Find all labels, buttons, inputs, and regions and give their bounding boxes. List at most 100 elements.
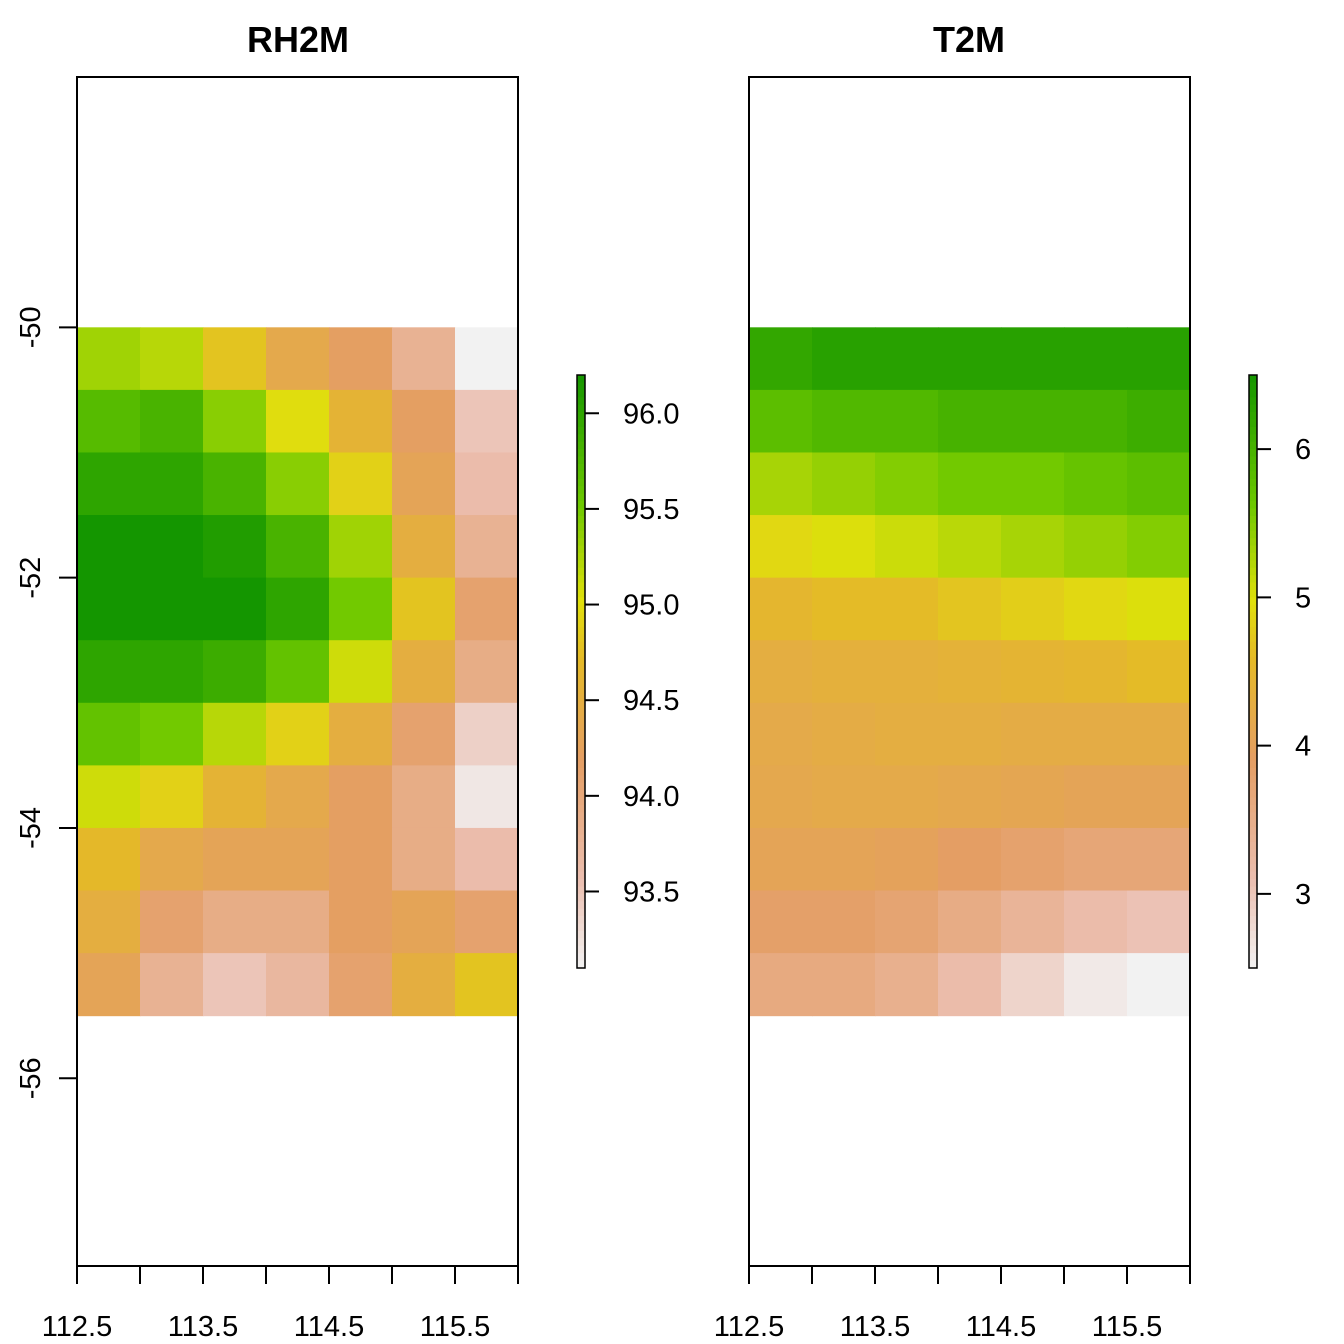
legend-swatch [577,530,585,539]
x-tick-label: 113.5 [840,1311,910,1343]
heatmap-cell [77,640,141,704]
heatmap-cell [1001,389,1065,453]
heatmap-cell [140,577,204,641]
legend-swatch [577,760,585,769]
legend-swatch [577,589,585,598]
legend-swatch [1249,841,1257,850]
legend-swatch [577,486,585,495]
legend-tick-label: 5 [1295,582,1311,614]
heatmap-cell [1001,515,1065,579]
legend-swatch [1249,834,1257,843]
legend-swatch [577,715,585,724]
heatmap-cell [266,827,330,892]
legend-swatch [577,597,585,606]
legend-swatch [1249,530,1257,539]
heatmap-cell [749,640,813,704]
heatmap-cell [1064,327,1128,391]
heatmap-cell [77,389,141,453]
legend-swatch [577,397,585,406]
heatmap-cell [1001,827,1065,892]
heatmap-cell [329,953,393,1017]
heatmap-cell [1064,953,1128,1017]
heatmap-cell [1127,765,1191,829]
heatmap-cell [329,452,393,516]
heatmap-cell [329,389,393,453]
legend-swatch [577,412,585,421]
heatmap-cell [455,515,519,579]
heatmap-cell [455,640,519,704]
legend-swatch [577,893,585,902]
legend-swatch [1249,575,1257,584]
heatmap-cell [140,953,204,1017]
legend-swatch [1249,382,1257,391]
heatmap-cell [77,515,141,579]
legend-swatch [1249,745,1257,754]
heatmap-cell [77,702,141,766]
heatmap-cell [812,577,876,641]
legend-swatch [577,560,585,569]
legend-swatch [577,819,585,828]
plot-frame-t2m [748,76,1191,1267]
heatmap-cell [329,890,393,954]
heatmap-cell [203,827,267,892]
heatmap-cell [203,702,267,766]
heatmap-cell [749,389,813,453]
legend-swatch [1249,501,1257,510]
legend-swatch [577,678,585,687]
legend-swatch [577,745,585,754]
legend-swatch [1249,908,1257,917]
legend-swatch [1249,449,1257,458]
heatmap-cell [1001,452,1065,516]
legend-swatch [577,426,585,435]
legend-swatch [1249,627,1257,636]
heatmap-cell [77,890,141,954]
heatmap-cell [455,890,519,954]
legend-swatch [1249,945,1257,954]
legend-swatch [577,649,585,658]
heatmap-cell [203,515,267,579]
legend-swatch [1249,545,1257,554]
heatmap-cell [749,827,813,892]
heatmap-cell [140,515,204,579]
legend-swatch [577,701,585,710]
y-tick-label: -52 [15,557,47,599]
legend-swatch [577,538,585,547]
legend-swatch [577,797,585,806]
heatmap-cell [875,327,939,391]
legend-swatch [1249,960,1257,969]
legend-swatch [1249,797,1257,806]
heatmap-cell [938,452,1002,516]
heatmap-cell [938,765,1002,829]
legend-swatch [1249,686,1257,695]
legend-swatch [1249,730,1257,739]
legend-swatch [577,782,585,791]
heatmap-cell [1127,327,1191,391]
legend-swatch [1249,923,1257,932]
heatmap-cell [1001,890,1065,954]
x-axis-t2m: 112.5 113.5 114.5 115.5 [714,1266,1191,1343]
legend-swatch [577,879,585,888]
legend-swatch [1249,901,1257,910]
legend-tick-label: 4 [1295,731,1311,763]
legend-swatch [577,419,585,428]
legend-swatch [1249,552,1257,561]
y-tick-label: -56 [15,1057,47,1099]
panel-rh2m: RH2M 112.5 113.5 114.5 115.5 -50 -52 -54 -56 9… [15,19,679,1343]
heatmap-cell [329,702,393,766]
heatmap-cell [812,515,876,579]
legend-swatch [577,938,585,947]
legend-swatch [1249,389,1257,398]
legend-swatch [1249,790,1257,799]
heatmap-cell [203,640,267,704]
legend-swatch [577,767,585,776]
heatmap-cell [875,640,939,704]
legend-swatch [577,523,585,532]
legend-swatch [1249,478,1257,487]
legend-swatch [1249,916,1257,925]
heatmap-cell [140,327,204,391]
heatmap-cell [203,327,267,391]
heatmap-cell [203,890,267,954]
x-tick-label: 115.5 [420,1311,490,1343]
heatmap-cell [203,577,267,641]
heatmap-cell [938,515,1002,579]
